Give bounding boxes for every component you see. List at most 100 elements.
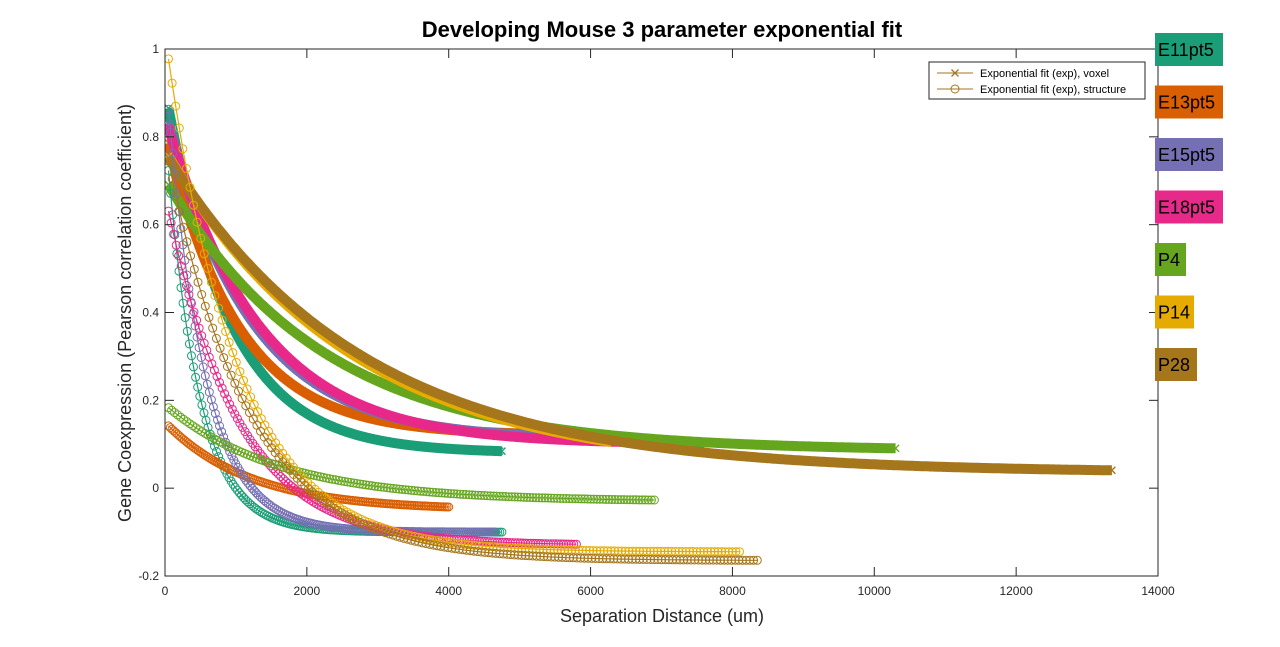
- voxel-point: [563, 428, 572, 437]
- structure-point: [215, 421, 224, 431]
- structure-point: [646, 495, 656, 505]
- voxel-point: [832, 458, 841, 467]
- voxel-point: [349, 429, 358, 438]
- voxel-point: [527, 419, 536, 428]
- series-tag-label: E13pt5: [1158, 93, 1215, 113]
- structure-point: [214, 303, 223, 313]
- voxel-point: [345, 395, 354, 404]
- voxel-point: [520, 417, 529, 426]
- x-tick-label: 2000: [294, 584, 321, 598]
- voxel-point: [220, 260, 229, 269]
- structure-point: [264, 511, 274, 521]
- voxel-point: [425, 386, 434, 395]
- structure-point: [187, 298, 196, 308]
- structure-point: [349, 478, 359, 488]
- structure-point: [306, 496, 316, 506]
- structure-point: [528, 493, 538, 503]
- structure-point: [586, 494, 596, 504]
- legend-circle-marker: [950, 84, 960, 94]
- structure-point: [734, 555, 744, 565]
- voxel-point: [549, 424, 558, 433]
- voxel-point: [193, 197, 202, 206]
- structure-point: [192, 315, 202, 325]
- voxel-point: [759, 453, 768, 462]
- voxel-point: [251, 267, 260, 276]
- structure-point: [464, 490, 474, 500]
- structure-point: [182, 417, 192, 427]
- voxel-point: [337, 391, 346, 400]
- y-tick-label: 0.4: [142, 306, 159, 320]
- voxel-point: [371, 376, 380, 385]
- structure-point: [443, 543, 453, 553]
- voxel-point: [324, 329, 333, 338]
- voxel-point: [469, 402, 478, 411]
- voxel-point: [227, 310, 236, 319]
- structure-point: [221, 327, 231, 336]
- structure-point: [195, 391, 205, 401]
- structure-point: [169, 229, 179, 239]
- series-tag-box: [1155, 138, 1223, 171]
- voxel-point: [999, 464, 1008, 473]
- voxel-point: [388, 383, 397, 392]
- structure-point: [519, 492, 529, 502]
- voxel-point: [716, 450, 725, 459]
- plot-area: [165, 49, 1158, 576]
- voxel-point: [238, 298, 247, 307]
- structure-point: [340, 477, 350, 486]
- structure-point: [642, 555, 652, 564]
- structure-point: [266, 512, 276, 522]
- structure-point: [419, 486, 429, 496]
- structure-point: [328, 474, 337, 484]
- voxel-point: [244, 259, 253, 268]
- voxel-point: [287, 325, 296, 334]
- voxel-point: [366, 404, 375, 413]
- voxel-point: [208, 216, 217, 225]
- voxel-point: [418, 383, 427, 392]
- structure-point: [481, 541, 491, 551]
- voxel-point: [628, 439, 637, 448]
- voxel-point: [255, 321, 264, 330]
- voxel-point: [298, 334, 307, 343]
- voxel-point: [970, 463, 979, 472]
- voxel-point: [214, 254, 223, 263]
- voxel-point: [788, 455, 797, 464]
- voxel-point: [1035, 465, 1044, 474]
- voxel-point: [232, 319, 241, 328]
- structure-point: [622, 495, 632, 505]
- structure-point: [502, 549, 512, 559]
- structure-point: [495, 491, 504, 501]
- structure-point: [458, 489, 468, 499]
- structure-point: [364, 480, 374, 490]
- structure-point: [197, 290, 207, 299]
- voxel-point: [962, 463, 971, 472]
- voxel-point: [230, 315, 239, 324]
- structure-point: [165, 403, 173, 413]
- structure-point: [595, 494, 605, 504]
- structure-point: [400, 485, 410, 495]
- voxel-point: [389, 369, 398, 378]
- structure-point: [516, 492, 526, 502]
- voxel-point: [200, 207, 209, 216]
- structure-point: [504, 492, 514, 502]
- voxel-point: [339, 406, 348, 415]
- series-tags: E11pt5 E13pt5 E15pt5 E18pt5 P4 P14 P28: [1155, 33, 1223, 381]
- structure-point: [702, 547, 712, 557]
- voxel-point: [708, 449, 717, 458]
- structure-point: [304, 494, 314, 504]
- voxel-point: [276, 316, 285, 325]
- structure-point: [425, 539, 435, 549]
- structure-point: [716, 555, 725, 565]
- voxel-point: [216, 290, 225, 299]
- structure-point: [517, 550, 527, 560]
- voxel-point: [308, 373, 317, 382]
- structure-point: [281, 476, 291, 486]
- voxel-point: [329, 387, 338, 396]
- y-tick-label: 0.6: [142, 218, 159, 232]
- structure-point: [461, 490, 471, 499]
- voxel-point: [316, 379, 325, 388]
- voxel-point: [315, 345, 324, 354]
- structure-point: [403, 485, 413, 495]
- voxel-point: [215, 226, 224, 235]
- structure-point: [176, 224, 186, 234]
- structure-point: [643, 495, 653, 505]
